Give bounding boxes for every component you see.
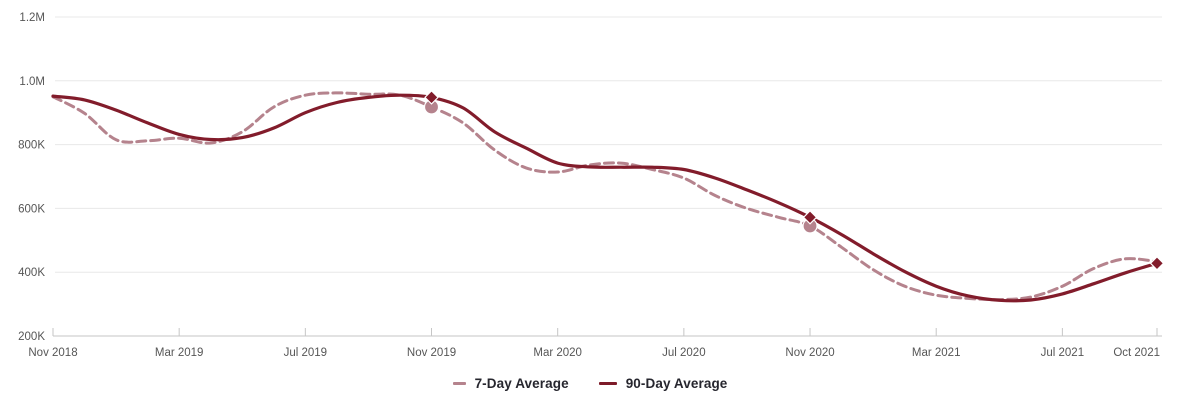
data-point-marker-diamond[interactable] — [802, 209, 818, 225]
data-point-marker-diamond[interactable] — [1149, 255, 1165, 271]
legend-label-90-day-average: 90-Day Average — [625, 375, 728, 391]
y-tick-label: 400K — [18, 267, 45, 279]
y-tick-label: 1.0M — [19, 76, 45, 88]
y-tick-label: 200K — [18, 331, 45, 343]
y-tick-label: 1.2M — [19, 12, 45, 24]
x-tick-label: Mar 2021 — [912, 347, 961, 359]
legend-item-90-day-average[interactable]: 90-Day Average — [598, 375, 728, 391]
90-day-average-dash-icon — [598, 381, 617, 385]
data-point-marker-diamond[interactable] — [424, 90, 439, 105]
x-tick-label: Nov 2019 — [407, 347, 456, 359]
x-tick-label: Jul 2019 — [284, 347, 327, 359]
legend-label-7-day-average: 7-Day Average — [474, 375, 569, 391]
series-line-90-day-average[interactable] — [51, 93, 1159, 303]
x-tick-label: Jul 2020 — [662, 347, 705, 359]
series-line-7-day-average[interactable] — [51, 91, 1159, 302]
x-tick-label: Oct 2021 — [1113, 347, 1160, 359]
x-tick-label: Mar 2019 — [155, 347, 204, 359]
y-tick-label: 600K — [18, 203, 45, 215]
x-tick-label: Mar 2020 — [533, 347, 582, 359]
x-tick-label: Nov 2018 — [28, 347, 77, 359]
chart-plot-area[interactable]: 1.2M 1.0M 800K 600K 400K 200K Nov 2018 Mar 2019… — [0, 0, 1180, 368]
y-tick-label: 800K — [18, 140, 45, 152]
legend-item-7-day-average[interactable]: 7-Day Average — [452, 375, 569, 391]
7-day-average-dash-icon — [452, 381, 466, 385]
x-tick-label: Jul 2021 — [1041, 347, 1084, 359]
x-tick-label: Nov 2020 — [785, 347, 834, 359]
chart-legend: 7-Day Average 90-Day Average — [0, 370, 1180, 396]
